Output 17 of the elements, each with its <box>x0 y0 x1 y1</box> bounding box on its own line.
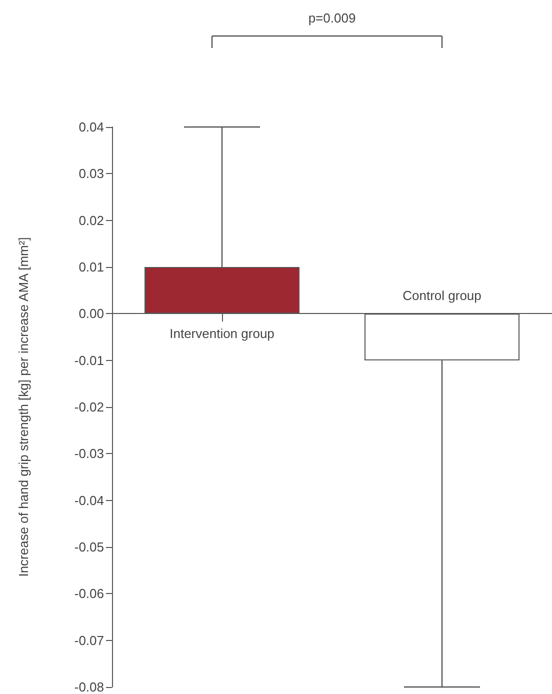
y-tick-label: 0.04 <box>78 120 104 134</box>
y-tick-label: 0.02 <box>78 212 104 228</box>
x-tick-label: Intervention group <box>170 326 274 342</box>
y-tick-label: -0.08 <box>74 680 104 694</box>
y-tick-label: -0.05 <box>74 540 104 554</box>
y-tick-label: -0.01 <box>74 352 104 368</box>
y-tick-label: -0.06 <box>74 586 104 602</box>
y-tick-label: -0.02 <box>74 400 104 414</box>
y-tick-label: 0.01 <box>78 260 104 274</box>
y-tick-label: 0.00 <box>78 306 104 322</box>
y-tick-label: 0.03 <box>78 166 104 182</box>
y-tick-label: -0.03 <box>74 446 104 462</box>
y-tick-label: -0.04 <box>74 492 104 508</box>
x-tick-label: Control group <box>402 288 482 304</box>
text: p=0.009 <box>308 10 356 26</box>
y-tick-label: -0.07 <box>74 632 104 648</box>
y-axis-title: Increase of hand grip strength [kg] per increase AMA [mm²] <box>16 237 31 577</box>
